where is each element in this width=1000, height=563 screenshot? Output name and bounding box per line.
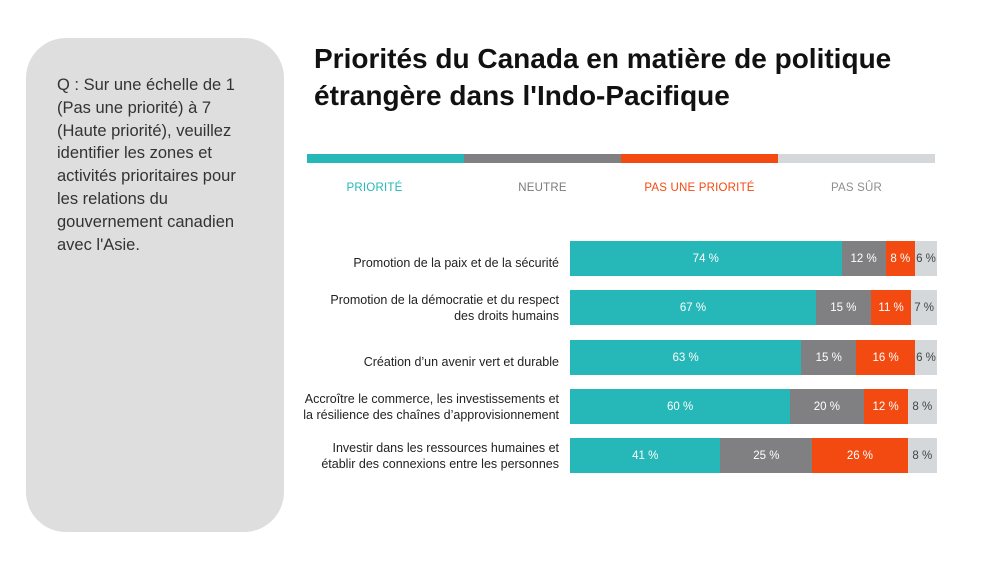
bar-segment-neutre: 20 % xyxy=(790,389,864,424)
data-label: 8 % xyxy=(912,400,933,413)
bar-segment-priorite: 41 % xyxy=(570,438,721,473)
category-label-line: établir des connexions entre les personn… xyxy=(321,456,559,471)
data-label: 8 % xyxy=(912,449,933,462)
bar-row: 41 % 25 % 26 % 8 % xyxy=(570,438,937,473)
bar-segment-pas-sur: 8 % xyxy=(907,438,937,473)
bar-segment-neutre: 25 % xyxy=(720,438,813,473)
question-panel xyxy=(26,38,284,532)
category-label-line: Accroître le commerce, les investissemen… xyxy=(304,391,559,406)
data-label: 15 % xyxy=(830,301,857,314)
category-label: Promotion de la paix et de la sécurité xyxy=(269,255,559,271)
legend-label-pas-une-priorite: PAS UNE PRIORITÉ xyxy=(644,182,755,194)
legend-label-pas-sur: PAS SÛR xyxy=(830,182,883,194)
data-label: 11 % xyxy=(878,301,904,314)
data-label: 63 % xyxy=(672,351,699,364)
bar-segment-neutre: 15 % xyxy=(801,340,857,375)
category-label: Création d’un avenir vert et durable xyxy=(269,354,559,370)
data-label: 15 % xyxy=(815,351,842,364)
legend-label-priorite: PRIORITÉ xyxy=(346,182,403,194)
bar-row: 74 % 12 % 8 % 6 % xyxy=(570,241,937,276)
bar-segment-pas-sur: 6 % xyxy=(914,241,937,276)
data-label: 60 % xyxy=(666,400,694,413)
bar-segment-priorite: 74 % xyxy=(570,241,842,276)
chart-title: Priorités du Canada en matière de politi… xyxy=(314,40,964,114)
legend-swatch-priorite xyxy=(307,154,464,163)
legend-swatch-pas-sur xyxy=(778,154,935,163)
data-label: 8 % xyxy=(890,252,911,265)
data-label: 41 % xyxy=(632,449,659,462)
bar-segment-pas-une-priorite: 8 % xyxy=(885,241,915,276)
category-label: Investir dans les ressources humaines et… xyxy=(269,440,559,472)
data-label: 26 % xyxy=(846,449,874,462)
category-label-line: Promotion de la paix et de la sécurité xyxy=(353,255,559,270)
bar-row: 67 % 15 % 11 % 7 % xyxy=(570,290,937,325)
title-line-1: Priorités du Canada en matière de politi… xyxy=(314,43,892,74)
data-label: 16 % xyxy=(872,351,899,364)
legend-bars xyxy=(307,154,935,163)
category-label-line: Promotion de la démocratie et du respect xyxy=(330,292,559,307)
bar-segment-priorite: 63 % xyxy=(570,340,802,375)
bar-segment-neutre: 15 % xyxy=(815,290,871,325)
bar-segment-pas-une-priorite: 26 % xyxy=(812,438,908,473)
legend-swatch-neutre xyxy=(464,154,621,163)
data-label: 6 % xyxy=(916,252,936,265)
category-label-line: Création d’un avenir vert et durable xyxy=(363,354,559,369)
bar-segment-pas-sur: 8 % xyxy=(907,389,937,424)
category-label: Accroître le commerce, les investissemen… xyxy=(269,391,559,423)
data-label: 20 % xyxy=(813,400,840,413)
category-label-line: Investir dans les ressources humaines et xyxy=(332,440,560,455)
data-label: 25 % xyxy=(753,449,780,462)
data-label: 12 % xyxy=(872,400,899,413)
data-label: 12 % xyxy=(850,252,877,265)
bar-row: 60 % 20 % 12 % 8 % xyxy=(570,389,937,424)
question-text: Q : Sur une échelle de 1 (Pas une priori… xyxy=(57,76,236,254)
legend-swatch-pas-une-priorite xyxy=(621,154,778,163)
category-label-line: la résilience des chaînes d’approvisionn… xyxy=(303,407,559,422)
bar-segment-pas-sur: 6 % xyxy=(914,340,937,375)
bar-segment-priorite: 60 % xyxy=(570,389,791,424)
bar-segment-pas-une-priorite: 12 % xyxy=(863,389,908,424)
category-label-line: des droits humains xyxy=(454,308,559,323)
title-line-2: étrangère dans l'Indo-Pacifique xyxy=(314,80,730,111)
bar-segment-neutre: 12 % xyxy=(841,241,886,276)
data-label: 67 % xyxy=(679,301,707,314)
bar-segment-pas-sur: 7 % xyxy=(911,290,937,325)
bar-row: 63 % 15 % 16 % 6 % xyxy=(570,340,937,375)
category-label: Promotion de la démocratie et du respect… xyxy=(269,292,559,324)
legend-label-neutre: NEUTRE xyxy=(518,182,567,194)
data-label: 74 % xyxy=(692,252,719,265)
bar-segment-pas-une-priorite: 11 % xyxy=(870,290,912,325)
data-label: 7 % xyxy=(914,301,935,314)
data-label: 6 % xyxy=(916,351,936,364)
bar-segment-priorite: 67 % xyxy=(570,290,816,325)
bar-segment-pas-une-priorite: 16 % xyxy=(856,340,915,375)
